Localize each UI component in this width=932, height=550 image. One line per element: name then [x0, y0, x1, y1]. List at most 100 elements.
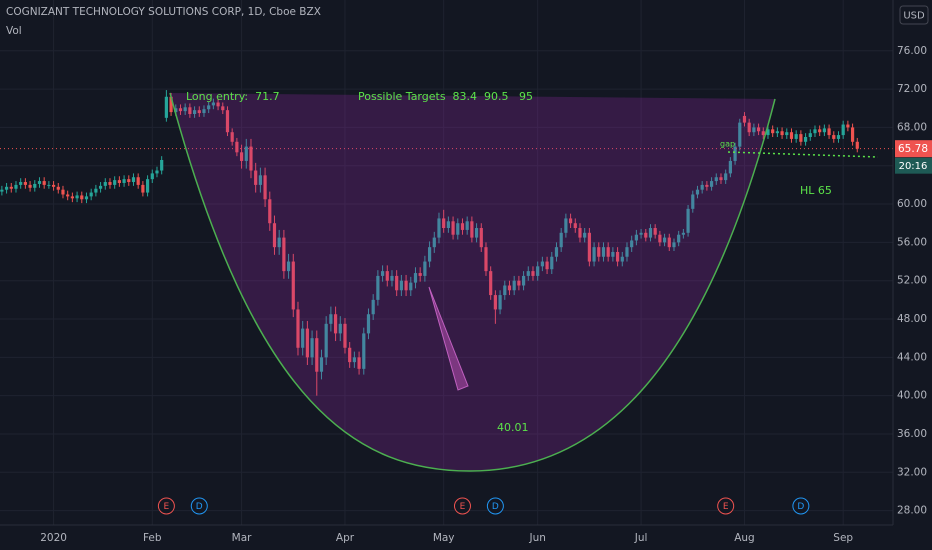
candle-body: [239, 152, 244, 161]
candle-body: [705, 184, 709, 187]
candle-body: [658, 234, 662, 243]
candle-body: [183, 107, 187, 112]
candle-body: [507, 285, 512, 291]
x-tick-label: Mar: [232, 532, 252, 544]
candle-body: [329, 314, 333, 324]
candle-body: [747, 122, 751, 133]
candle-body: [202, 109, 206, 114]
y-tick-label: 60.00: [897, 198, 927, 210]
drawings: Long entry: 71.7 Possible Targets 83.4 9…: [169, 90, 879, 472]
candle-body: [644, 232, 648, 238]
candle-body: [418, 273, 422, 276]
higher-low-note: HL 65: [800, 184, 832, 197]
candle-body: [592, 247, 596, 262]
candle-body: [474, 228, 479, 238]
candle-body: [155, 170, 159, 174]
candle-body: [84, 196, 89, 200]
candle-body: [169, 96, 173, 113]
event-marker: [190, 497, 208, 515]
candle-body: [653, 228, 657, 235]
candle-body: [803, 136, 808, 142]
candle-body: [70, 196, 74, 199]
candle-body: [216, 102, 220, 107]
candle-body: [380, 271, 385, 276]
candle-body: [324, 323, 328, 358]
targets-note: Possible Targets 83.4 90.5 95: [358, 90, 533, 103]
candle-body: [211, 102, 215, 106]
candle-body: [272, 223, 277, 248]
candle-body: [413, 273, 418, 283]
candle-body: [249, 146, 253, 171]
candle-body: [263, 175, 267, 200]
candle-body: [390, 275, 394, 281]
candle-body: [235, 141, 239, 153]
y-tick-label: 68.00: [897, 121, 927, 133]
candle-body: [578, 228, 582, 238]
candle-body: [404, 280, 408, 291]
candle-body: [301, 328, 305, 348]
candle-body: [207, 105, 211, 110]
y-tick-label: 76.00: [897, 45, 927, 57]
candle-body: [338, 323, 342, 334]
candle-body: [362, 333, 366, 369]
candle-body: [597, 247, 601, 257]
x-tick-label: Feb: [143, 532, 162, 544]
cup-fill: [170, 93, 775, 471]
candles: [0, 90, 893, 396]
candle-body: [559, 232, 563, 248]
x-tick-label: Jun: [528, 532, 545, 544]
candle-body: [178, 108, 183, 112]
candle-body: [258, 175, 262, 185]
y-tick-label: 28.00: [897, 505, 927, 517]
candle-body: [615, 251, 620, 262]
candle-body: [733, 146, 737, 161]
cup-curve: [169, 92, 776, 472]
x-tick-label: Sep: [833, 532, 853, 544]
candle-body: [108, 182, 112, 185]
candle-body: [620, 256, 624, 262]
candle-body: [465, 221, 469, 230]
grid: [0, 0, 893, 525]
candle-body: [160, 159, 164, 171]
candle-body: [531, 271, 535, 276]
candle-body: [442, 218, 446, 229]
candle-body: [714, 177, 718, 182]
candle-body: [310, 338, 314, 358]
candle-body: [662, 237, 667, 243]
candle-body: [51, 184, 56, 187]
y-tick-label: 32.00: [897, 466, 927, 478]
candle-body: [583, 232, 587, 238]
event-label: D: [797, 502, 804, 512]
candle-body: [33, 183, 37, 188]
candle-body: [145, 179, 150, 193]
y-tick-label: 44.00: [897, 351, 927, 363]
candle-body: [564, 218, 568, 233]
candle-body: [437, 218, 441, 238]
candle-body: [625, 247, 629, 257]
candle-body: [799, 134, 803, 142]
candle-body: [808, 133, 812, 137]
candle-body: [254, 170, 258, 185]
candle-body: [489, 271, 493, 296]
candle-body: [841, 124, 845, 136]
candle-body: [611, 251, 615, 257]
candle-body: [75, 195, 79, 199]
candle-body: [606, 247, 610, 257]
candle-body: [164, 96, 168, 118]
candle-body: [315, 338, 319, 372]
candle-body: [766, 129, 770, 136]
candle-body: [756, 127, 761, 132]
candle-body: [785, 132, 789, 136]
candle-body: [427, 247, 432, 262]
candle-body: [470, 221, 474, 238]
candle-body: [127, 179, 131, 183]
candle-body: [630, 240, 634, 248]
candle-body: [836, 135, 841, 139]
candle-body: [357, 357, 361, 369]
y-tick-label: 72.00: [897, 83, 927, 95]
candle-body: [150, 173, 154, 180]
candle-body: [333, 314, 338, 334]
candle-body: [677, 234, 681, 243]
candle-body: [348, 347, 352, 363]
